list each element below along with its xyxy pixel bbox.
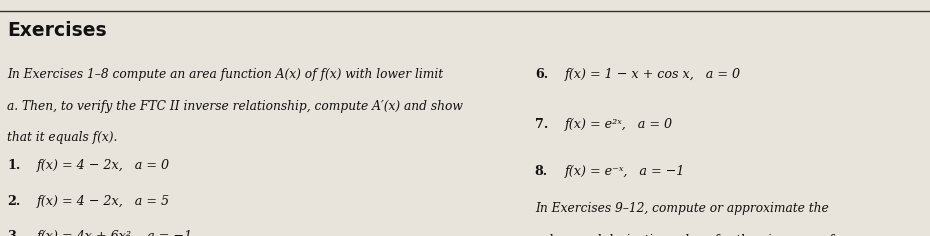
Text: f(x) = e²ˣ,   a = 0: f(x) = e²ˣ, a = 0 bbox=[565, 118, 672, 131]
Text: f(x) = 1 − x + cos x,   a = 0: f(x) = 1 − x + cos x, a = 0 bbox=[565, 68, 740, 81]
Text: f(x) = 4x + 6x²,   a = −1: f(x) = 4x + 6x², a = −1 bbox=[37, 230, 193, 236]
Text: a. Then, to verify the FTC II inverse relationship, compute A′(x) and show: a. Then, to verify the FTC II inverse re… bbox=[7, 100, 463, 113]
Text: 1.: 1. bbox=[7, 159, 20, 172]
Text: 7.: 7. bbox=[535, 118, 548, 131]
Text: In Exercises 1–8 compute an area function A(x) of f(x) with lower limit: In Exercises 1–8 compute an area functio… bbox=[7, 68, 444, 81]
Text: that it equals f(x).: that it equals f(x). bbox=[7, 131, 118, 144]
Text: f(x) = 4 − 2x,   a = 5: f(x) = 4 − 2x, a = 5 bbox=[37, 195, 170, 208]
Text: In Exercises 9–12, compute or approximate the: In Exercises 9–12, compute or approximat… bbox=[535, 202, 829, 215]
Text: 3.: 3. bbox=[7, 230, 20, 236]
Text: values and derivative values for the given area fu: values and derivative values for the giv… bbox=[535, 234, 841, 236]
Text: f(x) = e⁻ˣ,   a = −1: f(x) = e⁻ˣ, a = −1 bbox=[565, 165, 684, 178]
Text: 6.: 6. bbox=[535, 68, 548, 81]
Text: 2.: 2. bbox=[7, 195, 20, 208]
Text: 8.: 8. bbox=[535, 165, 548, 178]
Text: Exercises: Exercises bbox=[7, 21, 107, 40]
Text: f(x) = 4 − 2x,   a = 0: f(x) = 4 − 2x, a = 0 bbox=[37, 159, 170, 172]
